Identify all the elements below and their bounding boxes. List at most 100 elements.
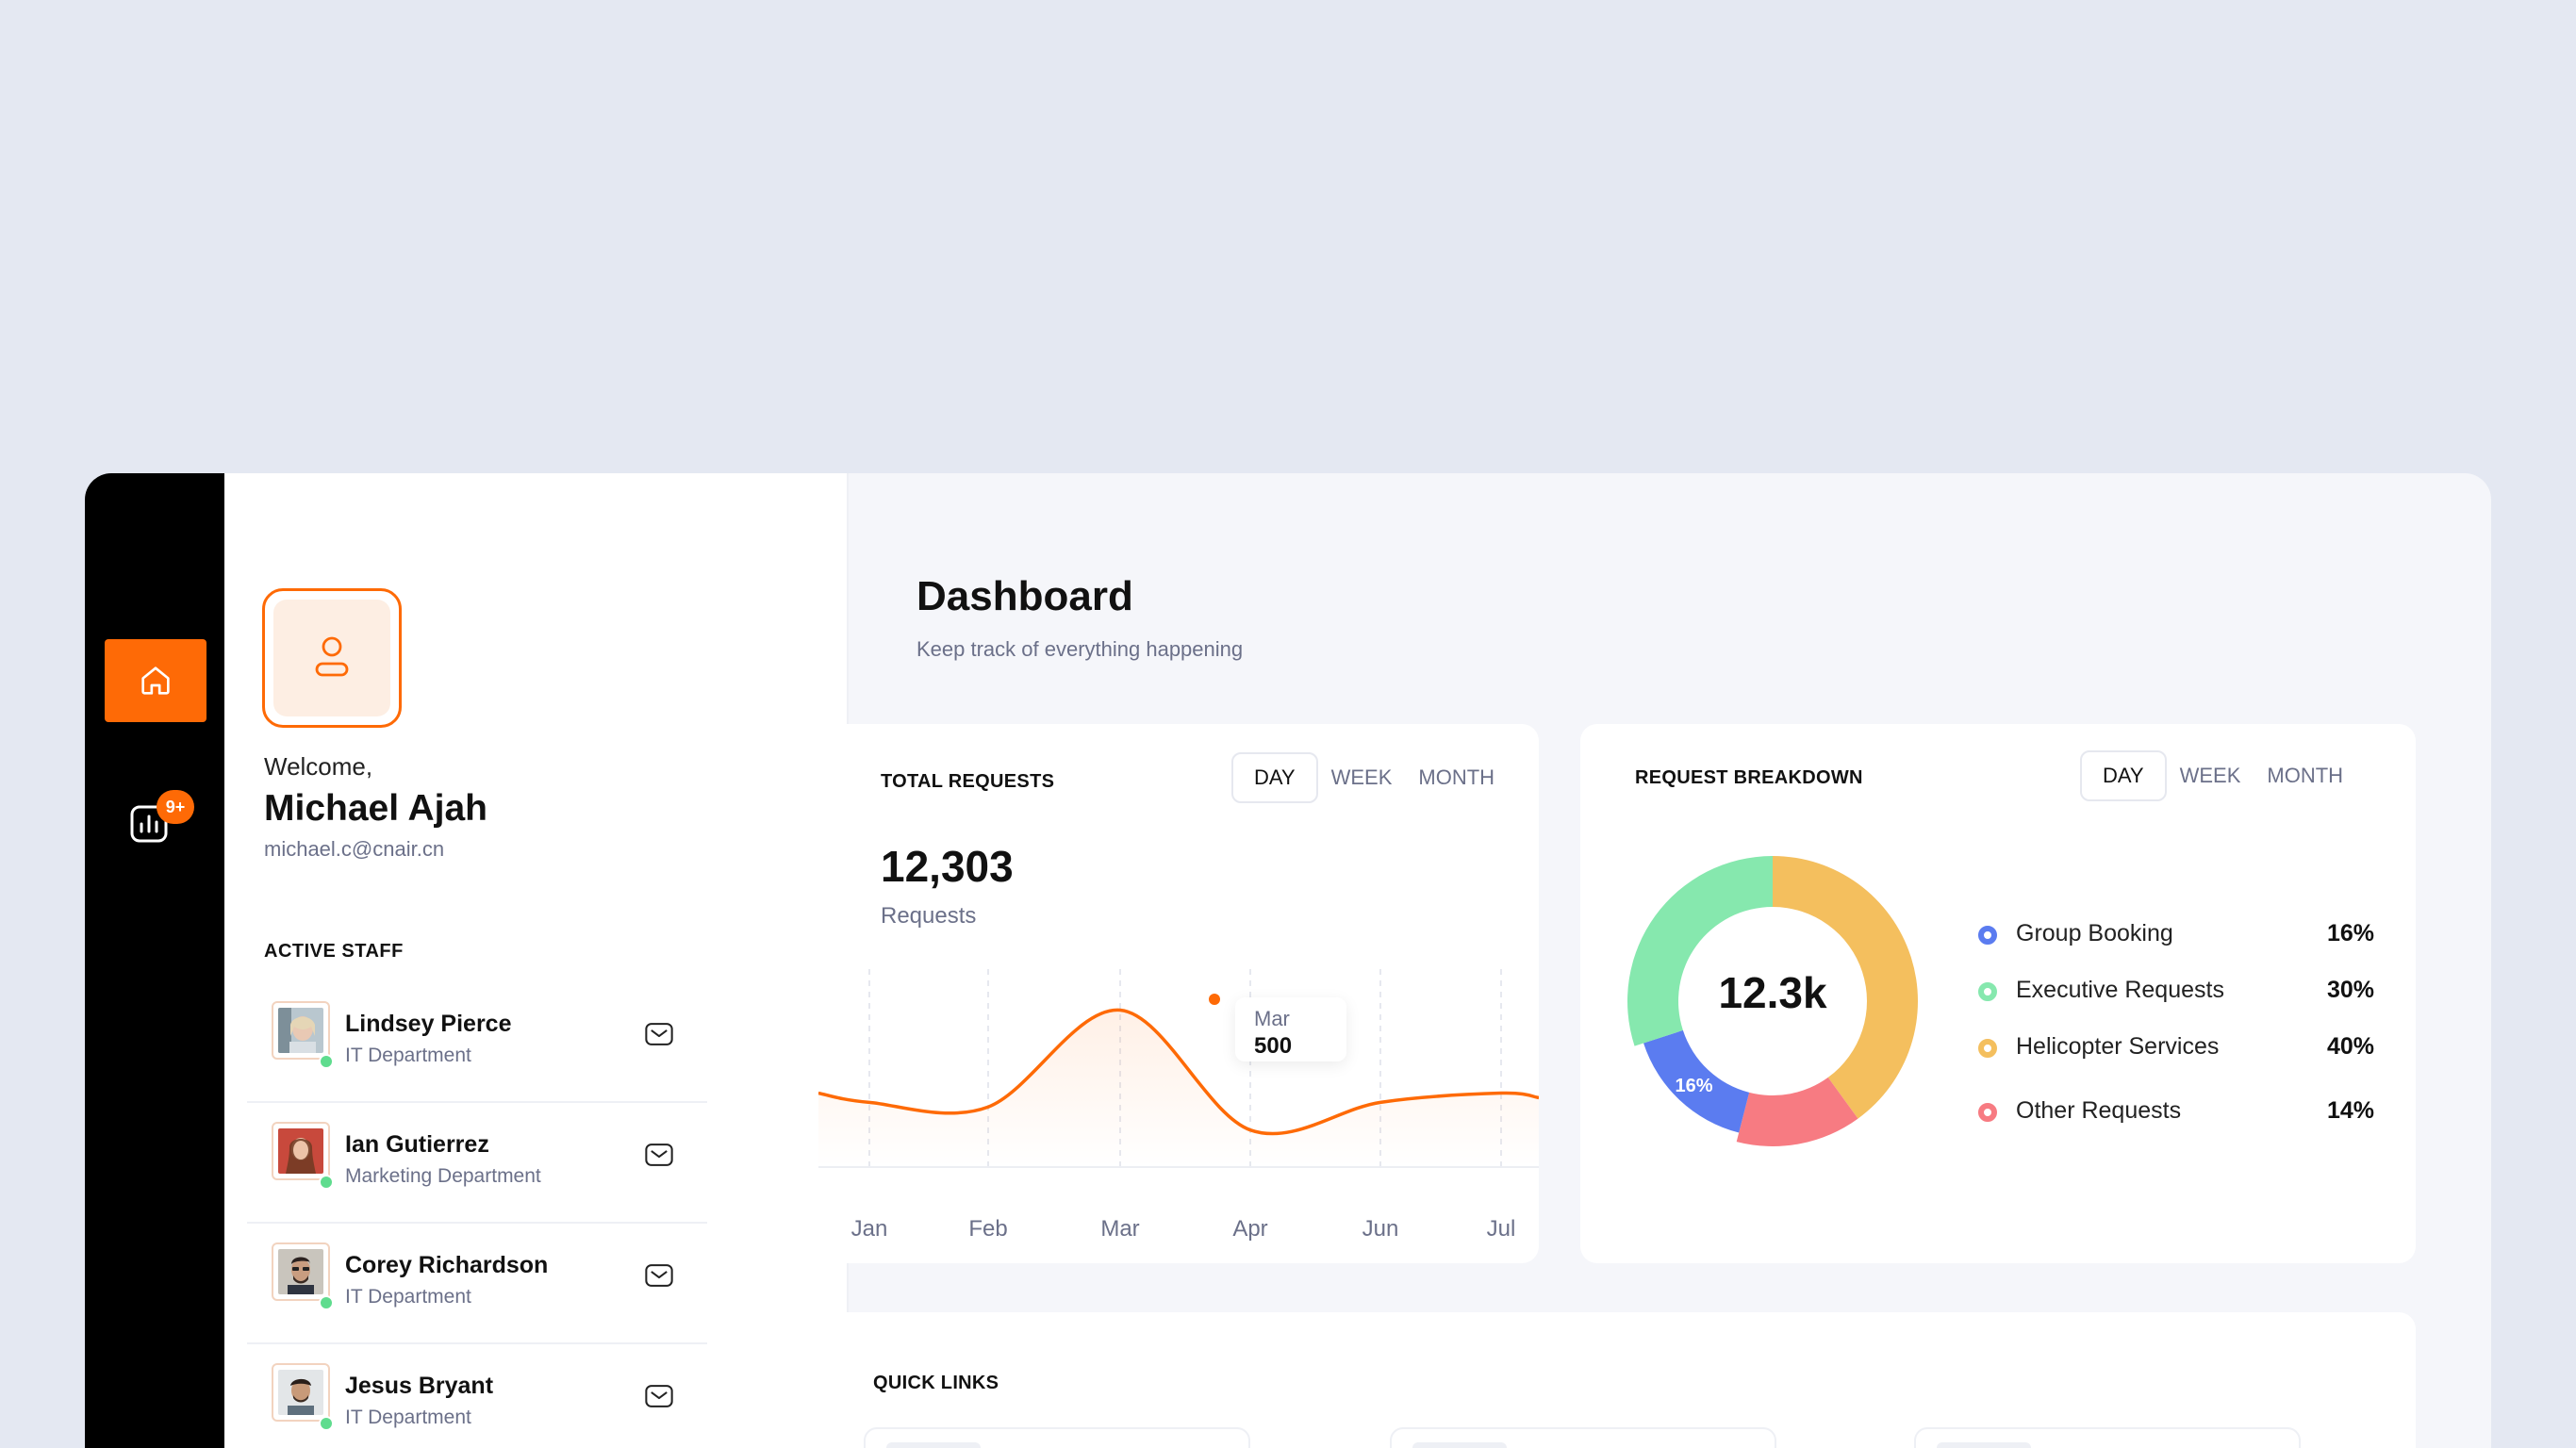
- total-requests-unit: Requests: [881, 903, 977, 929]
- total-requests-card: TOTAL REQUESTS DAY WEEK MONTH 12,303 Req…: [818, 724, 1539, 1263]
- donut-center-value: 12.3k: [1718, 968, 1827, 1017]
- legend-value: 40%: [2327, 1033, 2375, 1060]
- reports-nav-button[interactable]: [126, 801, 172, 847]
- tab-week[interactable]: WEEK: [2179, 764, 2241, 787]
- tooltip-label: Mar: [1254, 1007, 1290, 1030]
- card-title: REQUEST BREAKDOWN: [1635, 767, 1863, 788]
- quick-links-title: QUICK LINKS: [873, 1373, 999, 1393]
- staff-photo: [278, 1249, 323, 1294]
- welcome-text: Welcome,: [264, 752, 373, 781]
- staff-department: IT Department: [345, 1286, 471, 1308]
- legend-item: Other Requests 14%: [1971, 1092, 2386, 1148]
- legend-value: 16%: [2327, 920, 2375, 946]
- user-icon: [315, 636, 349, 677]
- legend-label: Helicopter Services: [2016, 1033, 2220, 1060]
- tab-week[interactable]: WEEK: [1330, 765, 1393, 789]
- staff-row[interactable]: Ian Gutierrez Marketing Department: [247, 1103, 707, 1224]
- x-tick-label: Jun: [1362, 1216, 1399, 1242]
- breakdown-donut-chart: 16%: [1627, 856, 1918, 1146]
- x-tick-label: Jul: [1486, 1216, 1516, 1242]
- mail-icon[interactable]: [643, 1020, 675, 1048]
- staff-photo: [278, 1128, 323, 1174]
- online-indicator: [319, 1295, 334, 1310]
- quick-link-item[interactable]: [864, 1427, 1250, 1448]
- user-name: Michael Ajah: [264, 788, 487, 829]
- chart-tooltip: Mar 500: [1235, 997, 1346, 1061]
- page-title: Dashboard: [916, 573, 1133, 619]
- legend-value: 30%: [2327, 977, 2375, 1003]
- donut-slice-executive-requests: [1627, 856, 1773, 1046]
- staff-photo: [278, 1008, 323, 1053]
- donut-slice-other-requests: [1736, 1077, 1858, 1146]
- requests-line-chart: [818, 969, 1539, 1168]
- total-requests-value: 12,303: [881, 842, 1014, 891]
- staff-row[interactable]: Jesus Bryant IT Department: [247, 1344, 707, 1448]
- highlight-dot: [1209, 994, 1220, 1005]
- x-tick-label: Jan: [850, 1216, 888, 1242]
- legend-label: Other Requests: [2016, 1097, 2182, 1124]
- notification-badge: 9+: [157, 790, 194, 824]
- profile-panel: Welcome, Michael Ajah michael.c@cnair.cn…: [224, 473, 849, 1448]
- home-nav-button[interactable]: [105, 639, 206, 722]
- staff-department: IT Department: [345, 1045, 471, 1066]
- icon-rail: 9+: [85, 473, 224, 1448]
- online-indicator: [319, 1054, 334, 1069]
- legend-item: Group Booking 16%: [1971, 914, 2386, 971]
- line-area: [818, 1010, 1539, 1167]
- donut-slice-group-booking: [1643, 1029, 1750, 1133]
- home-icon: [141, 666, 170, 695]
- quick-links-card: QUICK LINKS: [818, 1312, 2416, 1448]
- online-indicator: [319, 1175, 334, 1190]
- legend-item: Executive Requests 30%: [1971, 971, 2386, 1028]
- legend-value: 14%: [2327, 1097, 2375, 1124]
- mail-icon[interactable]: [643, 1141, 675, 1169]
- x-tick-label: Apr: [1232, 1216, 1268, 1242]
- legend-dot: [1978, 982, 1997, 1001]
- mail-icon[interactable]: [643, 1261, 675, 1290]
- staff-row[interactable]: Corey Richardson IT Department: [247, 1224, 707, 1344]
- legend: Group Booking 16% Executive Requests 30%…: [1971, 914, 2386, 1148]
- card-title: TOTAL REQUESTS: [881, 771, 1055, 792]
- avatar: [272, 1122, 330, 1180]
- staff-name: Corey Richardson: [345, 1252, 549, 1278]
- online-indicator: [319, 1416, 334, 1431]
- user-email: michael.c@cnair.cn: [264, 837, 445, 861]
- legend-dot: [1978, 926, 1997, 945]
- x-tick-label: Mar: [1100, 1216, 1140, 1242]
- staff-name: Lindsey Pierce: [345, 1011, 512, 1037]
- app-window: 9+ Welcome, Michael Ajah michael.c@cnair…: [85, 473, 2491, 1448]
- quick-link-item[interactable]: [1390, 1427, 1776, 1448]
- staff-name: Ian Gutierrez: [345, 1131, 489, 1158]
- period-tabs: DAY WEEK MONTH: [1231, 752, 1508, 803]
- slice-label: 16%: [1675, 1076, 1712, 1096]
- staff-department: IT Department: [345, 1407, 471, 1428]
- staff-row[interactable]: Lindsey Pierce IT Department: [247, 982, 707, 1103]
- active-staff-title: ACTIVE STAFF: [264, 941, 404, 962]
- staff-department: Marketing Department: [345, 1165, 541, 1187]
- series-line: [818, 1008, 1539, 1136]
- quick-link-item[interactable]: [1914, 1427, 2301, 1448]
- legend-label: Executive Requests: [2016, 977, 2224, 1003]
- donut-slice-helicopter-services: [1773, 856, 1918, 1119]
- profile-avatar[interactable]: [262, 588, 402, 728]
- legend-item: Helicopter Services 40%: [1971, 1028, 2386, 1084]
- period-tabs: DAY WEEK MONTH: [2080, 750, 2356, 801]
- staff-name: Jesus Bryant: [345, 1373, 494, 1399]
- x-tick-label: Feb: [968, 1216, 1008, 1242]
- page-subtitle: Keep track of everything happening: [916, 637, 1244, 661]
- avatar: [272, 1363, 330, 1422]
- legend-dot: [1978, 1103, 1997, 1122]
- bar-chart-icon: [130, 805, 168, 843]
- request-breakdown-card: REQUEST BREAKDOWN DAY WEEK MONTH 16% 12.…: [1580, 724, 2416, 1263]
- staff-list: Lindsey Pierce IT Department: [247, 982, 707, 1448]
- mail-icon[interactable]: [643, 1382, 675, 1410]
- avatar: [272, 1001, 330, 1060]
- tab-month[interactable]: MONTH: [2267, 764, 2344, 787]
- tab-month[interactable]: MONTH: [1418, 765, 1495, 789]
- legend-label: Group Booking: [2016, 920, 2173, 946]
- tooltip-value: 500: [1254, 1033, 1293, 1059]
- staff-photo: [278, 1370, 323, 1415]
- tab-day[interactable]: DAY: [1231, 752, 1318, 803]
- tab-day[interactable]: DAY: [2080, 750, 2167, 801]
- avatar: [272, 1242, 330, 1301]
